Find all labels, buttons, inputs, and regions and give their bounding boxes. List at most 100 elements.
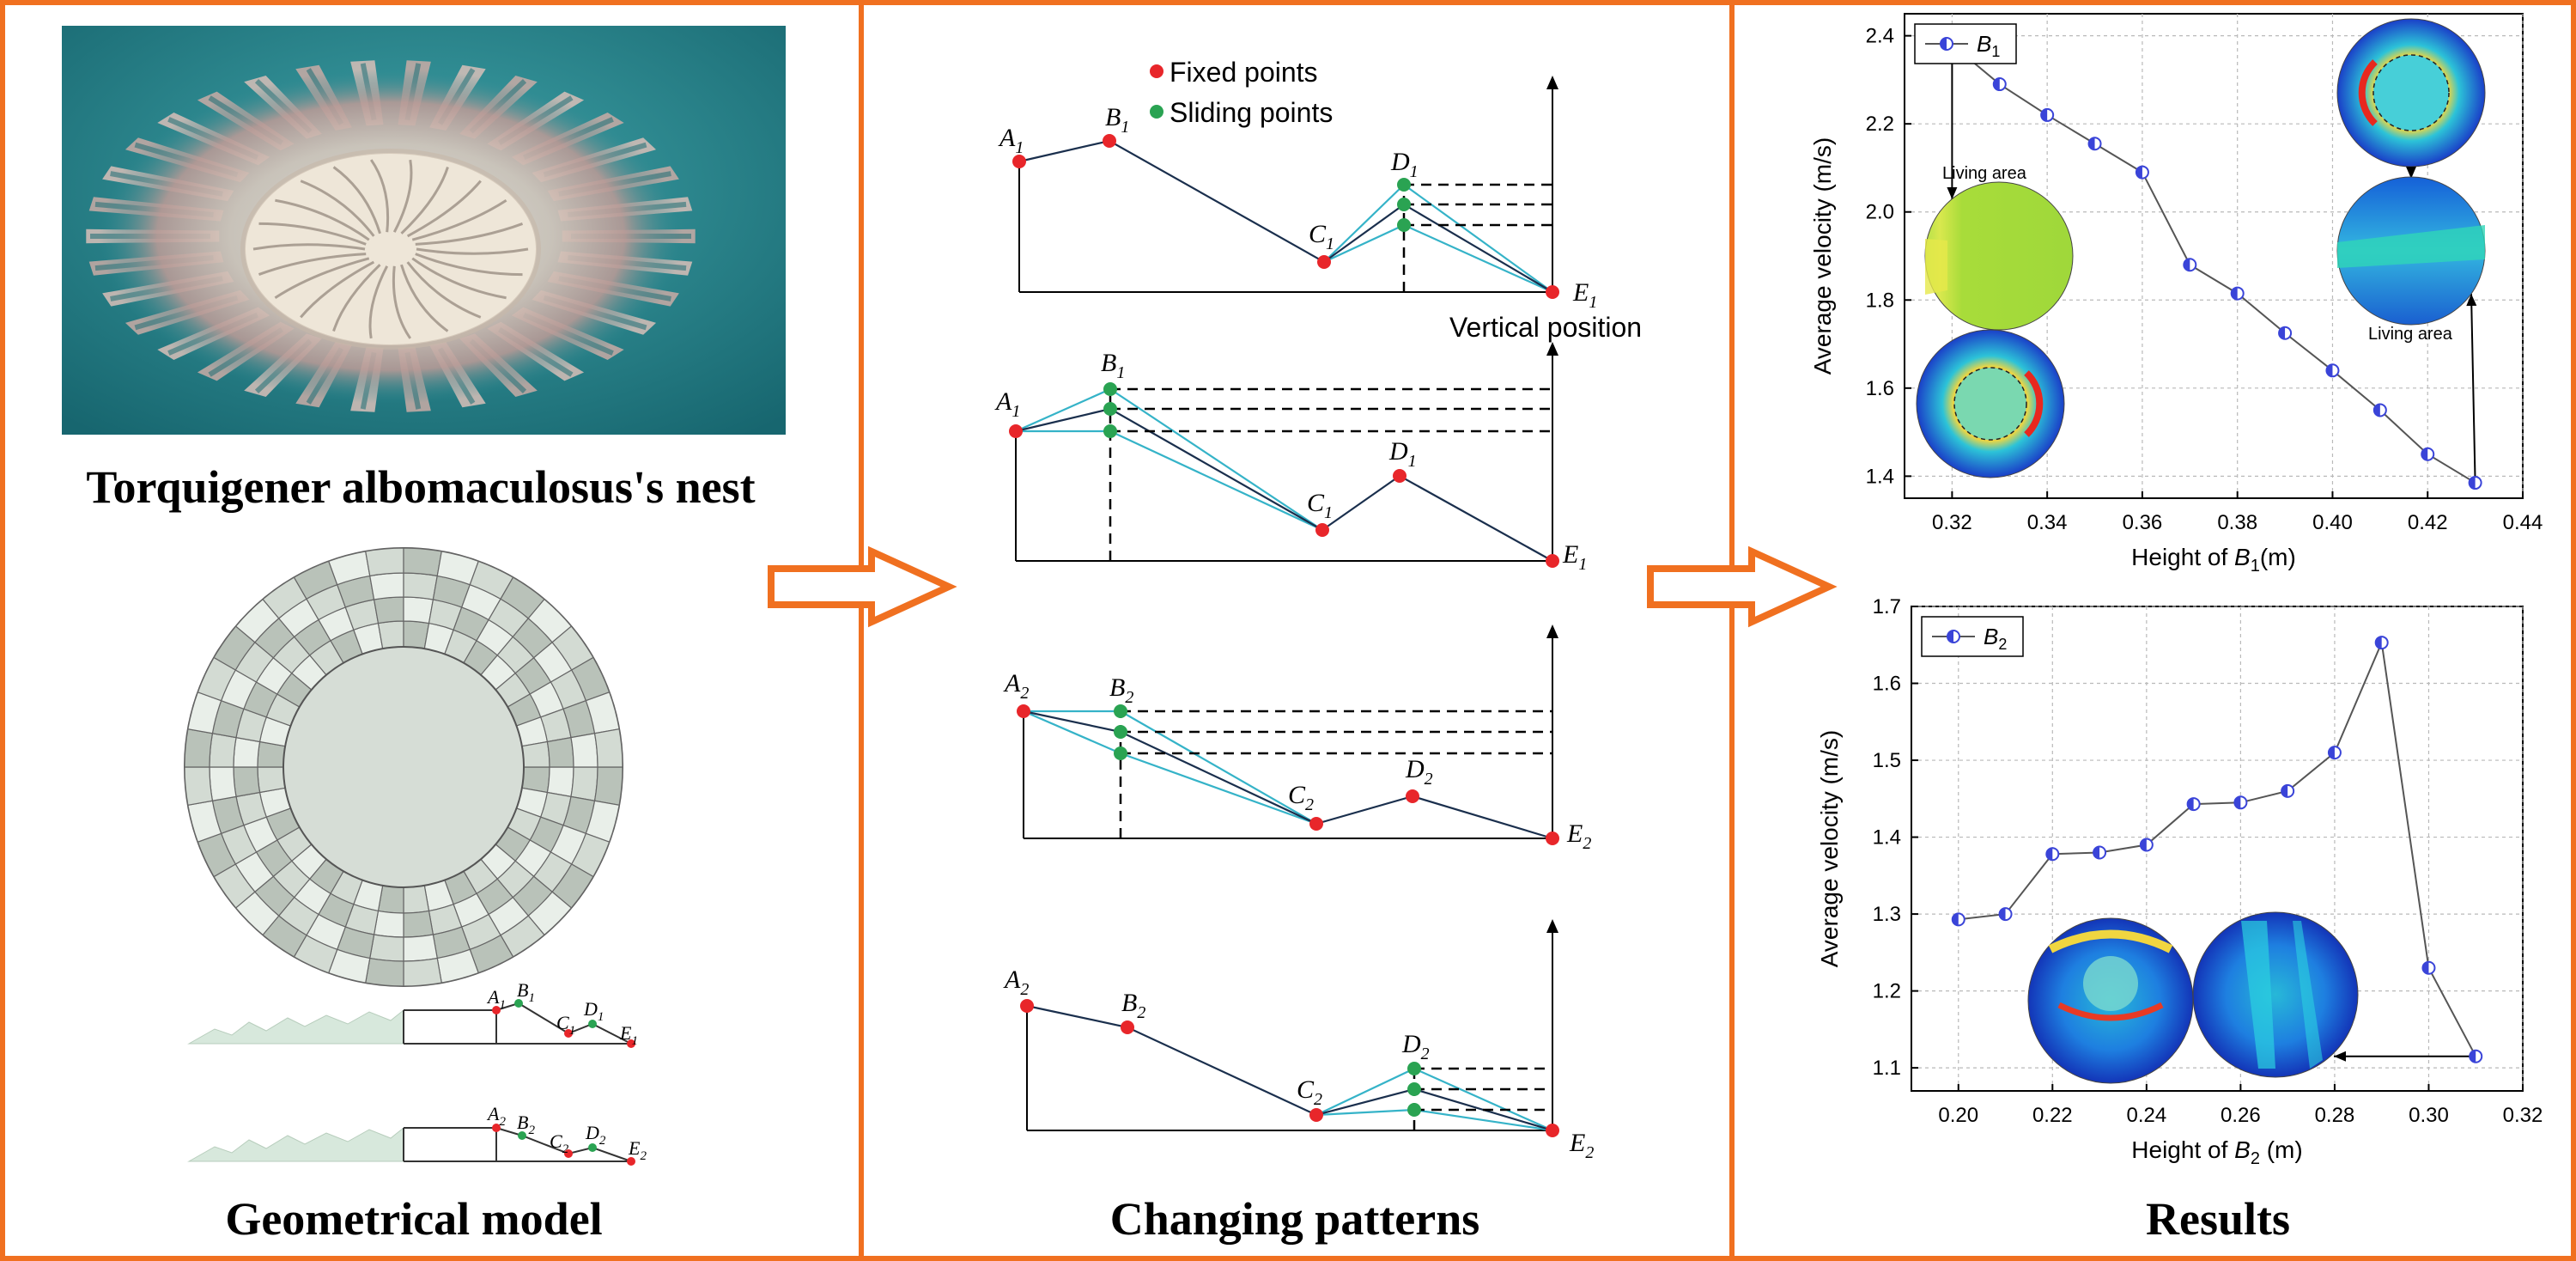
velocity-contour-disc — [2192, 911, 2359, 1078]
series-line — [1958, 639, 2477, 1057]
profile-1 — [187, 999, 635, 1048]
diagram-4-point-label: C2 — [1297, 1075, 1322, 1109]
data-point-fill — [2234, 796, 2241, 809]
profile-2-point-label: A2 — [486, 1103, 506, 1129]
y-tick-label: 1.8 — [1866, 289, 1894, 312]
disc-segment — [377, 620, 404, 649]
data-point-fill — [2281, 784, 2288, 797]
disc-segment — [403, 547, 442, 577]
sliding-point — [1397, 198, 1411, 211]
disc-segment — [373, 596, 404, 624]
nest-furrow — [392, 159, 413, 233]
disc-segment — [233, 766, 261, 798]
living-area-arrow-right — [2470, 293, 2476, 484]
x-tick-label: 0.28 — [2315, 1104, 2355, 1127]
living-area-label-left: Living area — [1942, 164, 2027, 183]
profile-2-labels: A2 B2 C2 D2 E2 — [486, 1103, 647, 1163]
disc-segment — [403, 957, 442, 987]
disc-segment — [369, 934, 404, 962]
fixed-point — [1009, 424, 1023, 438]
data-point-fill — [1999, 908, 2006, 921]
nest-furrow — [258, 253, 367, 276]
diagram-3-point-label: A2 — [1003, 669, 1029, 703]
diagram-2-point-label: C1 — [1307, 489, 1333, 522]
profile-2-point-label: E2 — [628, 1137, 647, 1163]
data-point-fill — [2184, 259, 2190, 271]
data-point-fill — [2093, 846, 2100, 859]
y-tick-label: 2.4 — [1866, 25, 1894, 48]
left-panel: Torquigener albomaculosus's nest A1 B1 C1 D… — [62, 26, 786, 1245]
fixed-point — [1309, 1108, 1323, 1122]
nest-furrow — [332, 264, 381, 332]
data-point-fill — [2136, 166, 2142, 179]
x-tick-label: 0.40 — [2312, 511, 2353, 534]
fixed-point — [1017, 704, 1030, 718]
y-axis-label: Average velocity (m/s) — [1809, 137, 1836, 375]
diagram-2-point-label: D1 — [1388, 437, 1417, 471]
disc-segment — [184, 766, 214, 806]
fixed-point — [1546, 285, 1559, 299]
data-point-fill — [2375, 637, 2382, 649]
nest-furrow — [392, 265, 412, 339]
diagram-3-point-label: E2 — [1566, 819, 1591, 853]
pattern-diagram-4: A2 B2 C2 D2 E2 — [1003, 919, 1594, 1162]
x-tick-label: 0.32 — [2503, 1104, 2543, 1127]
y-tick-label: 2.0 — [1866, 201, 1894, 224]
fixed-point — [1309, 817, 1323, 831]
nest-furrow — [368, 265, 389, 339]
x-tick-label: 0.38 — [2217, 511, 2257, 534]
vertical-position-label: Vertical position — [1449, 312, 1642, 343]
diagram-4-point-label: D2 — [1401, 1030, 1430, 1063]
nest-furrow — [300, 180, 375, 237]
disc-segment — [369, 572, 404, 600]
fixed-point — [1121, 1020, 1134, 1034]
nest-photo — [62, 26, 786, 435]
data-point-fill — [2187, 798, 2194, 811]
x-axis-label: Height of B1(m) — [2131, 544, 2296, 576]
disc-segment — [403, 572, 438, 600]
profile-2-point-label: D2 — [585, 1122, 606, 1148]
nest-furrow — [400, 167, 449, 235]
nest-furrow — [406, 261, 482, 319]
model-title: Geometrical model — [225, 1193, 602, 1245]
y-tick-label: 1.3 — [1873, 903, 1901, 926]
disc-segment — [403, 885, 430, 914]
flow-field-disc — [2336, 18, 2486, 168]
geometric-model-disc — [184, 547, 623, 987]
fixed-point — [1020, 999, 1034, 1013]
sliding-point — [1103, 402, 1117, 416]
data-point-fill — [2373, 404, 2380, 417]
x-tick-label: 0.30 — [2409, 1104, 2449, 1127]
x-axis-label: Height of B2 (m) — [2131, 1136, 2302, 1168]
y-tick-label: 1.6 — [1873, 673, 1901, 696]
profile-1-labels: A1 B1 C1 D1 E1 — [486, 979, 638, 1048]
chart-legend: B2 — [1921, 616, 2024, 657]
photo-title: Torquigener albomaculosus's nest — [86, 461, 755, 513]
sliding-point — [1114, 704, 1127, 718]
x-tick-label: 0.42 — [2408, 511, 2448, 534]
fixed-point — [1012, 155, 1026, 168]
sliding-point — [1397, 218, 1411, 232]
diagram-1-point-label: C1 — [1309, 220, 1334, 253]
data-point-fill — [2046, 848, 2053, 861]
nest-furrow — [252, 243, 366, 251]
y-tick-label: 1.5 — [1873, 749, 1901, 772]
profile-1-point-label: B1 — [517, 979, 535, 1005]
profile-2-point-label: B2 — [517, 1112, 535, 1137]
x-tick-label: 0.26 — [2221, 1104, 2261, 1127]
sliding-point — [1114, 725, 1127, 739]
data-point-fill — [2326, 364, 2333, 377]
disc-segment — [593, 728, 623, 768]
data-point-fill — [2470, 1050, 2476, 1063]
chart-legend: B1 — [1914, 23, 2017, 64]
diagram-4-point-label: E2 — [1569, 1129, 1594, 1162]
right-panel: 0.32 0.34 0.36 0.38 0.40 0.42 0.44 1.4 1.6 1.8 2.0… — [1809, 13, 2543, 1245]
velocity-chart-b1: 0.32 0.34 0.36 0.38 0.40 0.42 0.44 1.4 1.6 1.8 2.0… — [1809, 13, 2543, 576]
diagram-3-point-label: D2 — [1405, 755, 1433, 789]
sliding-point-swatch — [1150, 105, 1163, 119]
series-line — [1951, 44, 2476, 484]
nest-furrow — [274, 257, 370, 300]
data-point-fill — [2279, 326, 2286, 339]
disc-segment — [233, 736, 261, 768]
